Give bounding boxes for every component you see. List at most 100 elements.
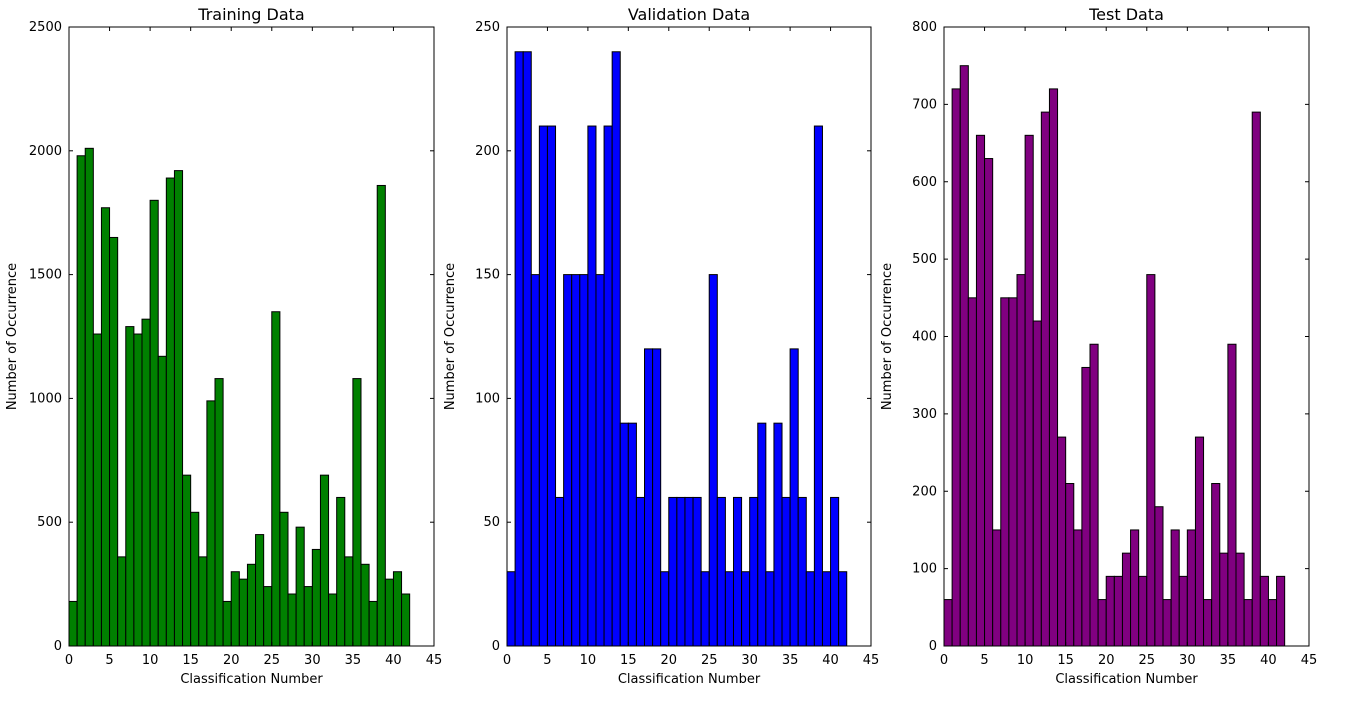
x-tick-label: 35: [1220, 653, 1237, 668]
bar-class-18: [1089, 343, 1099, 647]
bar-class-36: [1235, 552, 1245, 647]
bar-class-16: [198, 556, 208, 647]
bar-class-30: [1186, 529, 1196, 647]
chart-panel-0: 0 5 10 15 20 25 30 35 40 45 0 500 1000 1500 2000 2500 Tr…: [5, 5, 442, 687]
bar-class-2: [959, 65, 969, 647]
y-tick-label: 200: [912, 484, 937, 499]
x-tick-label: 25: [264, 653, 281, 668]
bar-class-6: [992, 529, 1002, 647]
bar-class-24: [263, 586, 273, 647]
bar-class-8: [133, 333, 143, 647]
bar-class-38: [813, 125, 823, 647]
bar-class-26: [279, 511, 289, 647]
chart-title: Validation Data: [628, 5, 750, 24]
bar-class-40: [392, 571, 403, 647]
bar-class-32: [328, 593, 338, 647]
bar-class-31: [1194, 436, 1205, 647]
bar-class-4: [100, 207, 111, 647]
bar-class-29: [303, 586, 313, 647]
bar-class-5: [546, 125, 557, 647]
x-tick-label: 0: [503, 653, 511, 668]
bar-class-21: [1113, 575, 1123, 647]
bar-class-34: [781, 496, 791, 647]
y-tick-label: 0: [929, 639, 937, 654]
bar-class-10: [1024, 134, 1034, 647]
bar-class-15: [1065, 483, 1075, 647]
bar-class-36: [797, 496, 807, 647]
bar-class-25: [708, 274, 718, 647]
bar-class-11: [595, 274, 605, 647]
bar-class-26: [1154, 506, 1164, 647]
bar-class-17: [1081, 366, 1091, 647]
bar-class-30: [749, 496, 759, 647]
bar-class-32: [765, 571, 775, 647]
bar-class-39: [384, 578, 394, 647]
y-tick-label: 200: [475, 144, 500, 159]
x-tick-label: 35: [345, 653, 362, 668]
bar-class-3: [92, 333, 102, 647]
bar-class-12: [603, 125, 613, 647]
bar-class-21: [238, 578, 248, 647]
bar-class-23: [692, 496, 702, 647]
bar-class-9: [579, 274, 589, 647]
x-tick-label: 5: [105, 653, 113, 668]
bar-class-20: [1105, 575, 1115, 647]
bar-class-33: [773, 422, 783, 647]
bar-class-0: [943, 599, 953, 647]
bar-class-33: [336, 496, 346, 647]
x-tick-label: 10: [1017, 653, 1034, 668]
bar-class-7: [1000, 297, 1010, 647]
y-axis-label: Number of Occurrence: [443, 263, 458, 410]
bar-class-9: [1016, 274, 1026, 647]
bar-class-5: [984, 158, 994, 647]
x-axis-label: Classification Number: [180, 672, 323, 687]
x-tick-label: 5: [543, 653, 551, 668]
chart-panel-1: 0 5 10 15 20 25 30 35 40 45 0 50 100 150 200 250 Validat…: [443, 5, 879, 687]
chart-title: Test Data: [1088, 5, 1164, 24]
x-axis-label: Classification Number: [1055, 672, 1198, 687]
y-tick-label: 2500: [29, 20, 62, 35]
bar-class-40: [1267, 599, 1278, 647]
x-tick-label: 15: [1057, 653, 1074, 668]
bar-class-7: [125, 326, 135, 647]
bar-class-10: [587, 125, 597, 647]
x-tick-label: 10: [580, 653, 597, 668]
bar-class-8: [1008, 297, 1018, 647]
x-tick-label: 10: [142, 653, 159, 668]
bar-class-32: [1203, 599, 1213, 647]
bar-class-24: [1138, 575, 1148, 647]
bar-class-30: [311, 548, 321, 647]
bar-class-22: [246, 563, 257, 647]
y-tick-label: 0: [492, 639, 500, 654]
bar-class-23: [1130, 529, 1140, 647]
bar-class-6: [117, 556, 127, 647]
x-axis-label: Classification Number: [618, 672, 761, 687]
bar-class-27: [287, 593, 297, 647]
y-tick-label: 500: [37, 515, 62, 530]
bar-class-1: [76, 155, 86, 647]
bar-class-23: [255, 534, 265, 647]
bar-class-19: [222, 600, 232, 647]
bar-class-17: [644, 348, 654, 647]
y-tick-label: 100: [912, 562, 937, 577]
bar-class-33: [1211, 483, 1221, 647]
bar-class-35: [789, 348, 799, 647]
bar-class-8: [571, 274, 581, 647]
bar-class-37: [1243, 599, 1253, 647]
bar-class-27: [724, 571, 734, 647]
bar-class-13: [1048, 88, 1059, 647]
bar-class-34: [344, 556, 354, 647]
bar-class-11: [1032, 320, 1042, 647]
bar-class-14: [1057, 436, 1067, 647]
bar-class-13: [611, 51, 621, 647]
chart-title: Training Data: [197, 5, 304, 24]
bar-class-4: [975, 134, 986, 647]
bar-class-1: [514, 51, 524, 647]
bar-class-22: [1121, 552, 1132, 647]
bar-class-27: [1162, 599, 1172, 647]
y-tick-label: 150: [475, 268, 500, 283]
bar-class-15: [627, 422, 637, 647]
x-tick-label: 30: [1179, 653, 1196, 668]
bar-class-19: [660, 571, 670, 647]
